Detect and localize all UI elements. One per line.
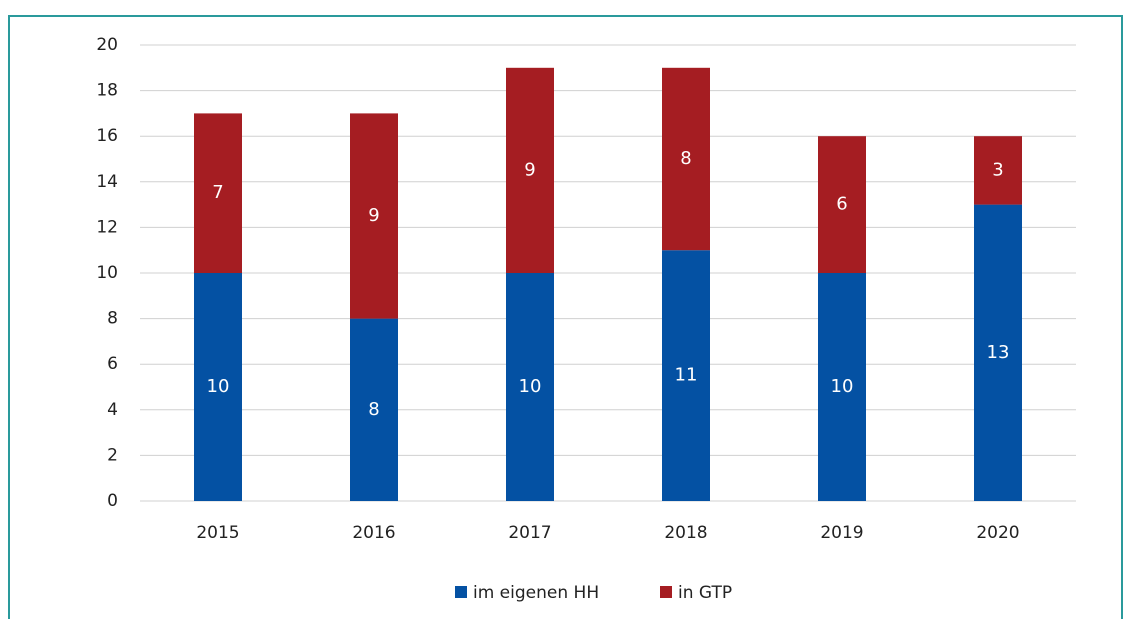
y-tick-label: 20 [96,35,118,55]
x-tick-label: 2018 [664,523,707,543]
x-tick-label: 2020 [976,523,1019,543]
bar-segment [818,136,866,273]
bar-segment [662,67,710,251]
bar-segment [194,113,242,274]
bar-segment [818,273,866,501]
data-label: 10 [831,376,854,397]
y-tick-label: 2 [107,445,118,465]
y-tick-label: 14 [96,172,118,192]
legend-swatch [660,586,672,598]
legend-label: im eigenen HH [473,583,599,603]
data-label: 9 [368,205,379,226]
x-tick-label: 2016 [352,523,395,543]
legend-swatch [455,586,467,598]
y-tick-label: 10 [96,263,118,283]
data-label: 3 [992,159,1003,180]
data-label: 8 [680,148,691,169]
x-tick-label: 2017 [508,523,551,543]
data-label: 7 [212,182,223,203]
x-tick-label: 2019 [820,523,863,543]
bar-segment [974,204,1022,501]
y-tick-label: 4 [107,400,118,420]
data-label: 8 [368,399,379,420]
bar-segment [506,67,554,273]
data-label: 10 [519,376,542,397]
bar-segment [974,136,1022,205]
bar-segment [350,318,398,501]
data-label: 13 [987,342,1010,363]
y-tick-label: 16 [96,126,118,146]
data-label: 10 [207,376,230,397]
data-label: 9 [524,159,535,180]
bar-segment [194,273,242,501]
bar-segment [662,250,710,501]
y-tick-label: 18 [96,81,118,101]
data-label: 6 [836,194,847,215]
bar-segment [350,113,398,319]
y-tick-label: 0 [107,491,118,511]
frame [8,15,1123,619]
bar-segment [506,273,554,501]
y-tick-label: 12 [96,217,118,237]
x-tick-label: 2015 [196,523,239,543]
y-tick-label: 8 [107,309,118,329]
data-label: 11 [675,365,698,386]
legend-label: in GTP [678,583,732,603]
y-tick-label: 6 [107,354,118,374]
